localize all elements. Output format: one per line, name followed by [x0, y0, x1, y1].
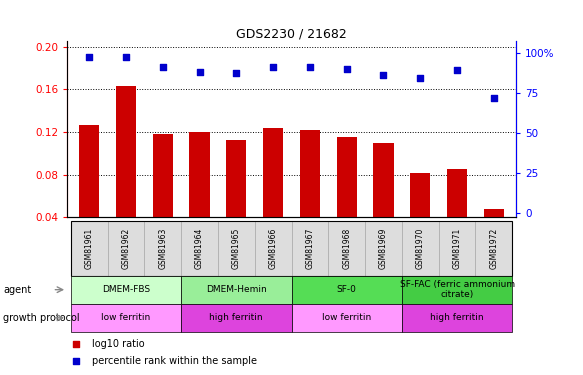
Point	[489, 94, 498, 100]
Bar	[189, 132, 210, 218]
Point	[379, 72, 388, 78]
Bar	[255, 221, 292, 276]
Bar	[263, 128, 283, 218]
Point	[268, 64, 278, 70]
Bar	[328, 221, 365, 276]
Point	[85, 54, 94, 60]
Text: GSM81966: GSM81966	[269, 228, 278, 269]
Bar	[438, 221, 476, 276]
Bar	[292, 304, 402, 332]
Text: GSM81962: GSM81962	[121, 228, 131, 269]
Point	[305, 64, 315, 70]
Bar	[226, 140, 247, 218]
Text: agent: agent	[3, 285, 31, 295]
Text: GSM81969: GSM81969	[379, 228, 388, 269]
Bar	[116, 86, 136, 218]
Text: GSM81961: GSM81961	[85, 228, 94, 269]
Text: DMEM-FBS: DMEM-FBS	[102, 285, 150, 294]
Bar	[71, 221, 107, 276]
Text: GSM81967: GSM81967	[305, 228, 314, 269]
Bar	[336, 137, 357, 218]
Text: log10 ratio: log10 ratio	[92, 339, 145, 349]
Bar	[402, 221, 438, 276]
Bar	[292, 221, 328, 276]
Bar	[218, 221, 255, 276]
Bar	[145, 221, 181, 276]
Point	[158, 64, 167, 70]
Text: GSM81964: GSM81964	[195, 228, 204, 269]
Bar	[181, 221, 218, 276]
Bar	[373, 143, 394, 218]
Bar	[402, 304, 512, 332]
Text: GSM81971: GSM81971	[452, 228, 462, 269]
Text: GSM81972: GSM81972	[489, 228, 498, 269]
Text: DMEM-Hemin: DMEM-Hemin	[206, 285, 266, 294]
Point	[71, 341, 80, 347]
Point	[342, 66, 352, 72]
Text: SF-FAC (ferric ammonium
citrate): SF-FAC (ferric ammonium citrate)	[399, 280, 515, 299]
Text: growth protocol: growth protocol	[3, 313, 79, 323]
Bar	[71, 276, 181, 304]
Bar	[402, 276, 512, 304]
Text: SF-0: SF-0	[337, 285, 357, 294]
Bar	[484, 209, 504, 218]
Bar	[292, 276, 402, 304]
Bar	[410, 172, 430, 217]
Title: GDS2230 / 21682: GDS2230 / 21682	[236, 27, 347, 40]
Point	[416, 75, 425, 81]
Text: percentile rank within the sample: percentile rank within the sample	[92, 356, 257, 366]
Point	[71, 358, 80, 364]
Bar	[71, 304, 181, 332]
Text: high ferritin: high ferritin	[430, 314, 484, 322]
Text: GSM81970: GSM81970	[416, 228, 425, 269]
Point	[231, 70, 241, 76]
Point	[452, 67, 462, 73]
Bar	[447, 170, 467, 217]
Bar	[365, 221, 402, 276]
Text: high ferritin: high ferritin	[209, 314, 263, 322]
Point	[195, 69, 204, 75]
Bar	[181, 304, 292, 332]
Bar	[107, 221, 145, 276]
Text: GSM81968: GSM81968	[342, 228, 351, 269]
Bar	[181, 276, 292, 304]
Bar	[79, 124, 99, 217]
Bar	[153, 134, 173, 218]
Text: low ferritin: low ferritin	[101, 314, 150, 322]
Bar	[300, 130, 320, 218]
Text: low ferritin: low ferritin	[322, 314, 371, 322]
Text: GSM81963: GSM81963	[158, 228, 167, 269]
Point	[121, 54, 131, 60]
Text: GSM81965: GSM81965	[232, 228, 241, 269]
Bar	[476, 221, 512, 276]
